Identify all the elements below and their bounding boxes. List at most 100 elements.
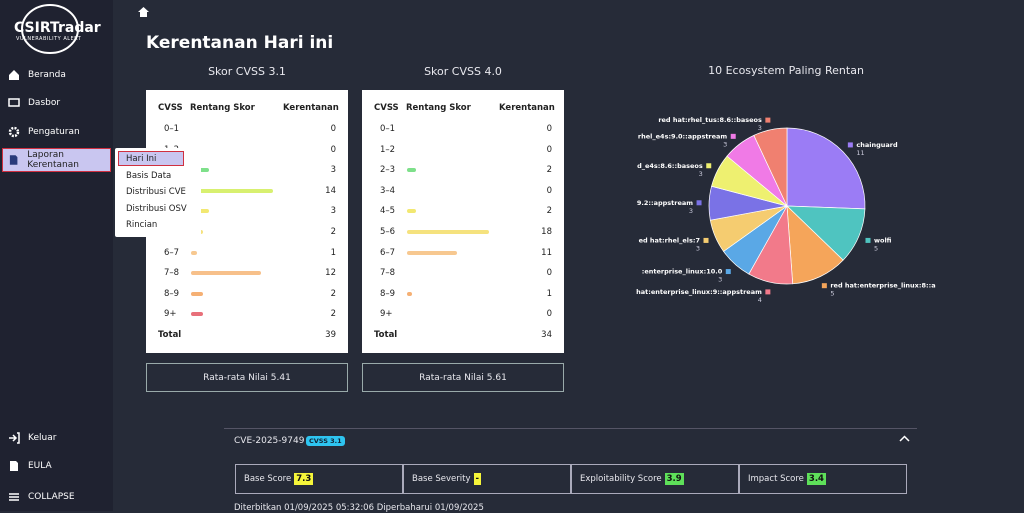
tagline: VULNERABILITY ALERT <box>16 36 82 42</box>
nav-item[interactable]: Laporan Kerentanan <box>8 150 113 170</box>
cvss-range: 5–6 <box>380 227 396 237</box>
slice-label: rhel_e4s:9.0::appstream <box>638 132 728 140</box>
count: 0 <box>546 309 552 320</box>
nav-item[interactable]: COLLAPSE <box>8 489 75 505</box>
cvss-range: 4–5 <box>380 206 396 217</box>
score-box: Impact Score 3.4 <box>739 464 907 494</box>
slice-label: ed hat:rhel_els:7 <box>639 236 700 244</box>
cve-id[interactable]: CVE-2025-9749 <box>234 436 305 446</box>
count: 0 <box>546 144 552 155</box>
score-box: Base Score 7.3 <box>235 464 403 494</box>
submenu-item[interactable]: Distribusi OSV <box>126 203 187 214</box>
cve-footer: Diterbitkan 01/09/2025 05:32:06 Diperbah… <box>234 503 484 513</box>
score-value: 7.3 <box>294 473 314 485</box>
score-value: 3.9 <box>664 473 684 485</box>
cvss-range: 0–1 <box>380 124 396 134</box>
count: 2 <box>330 309 336 320</box>
table-header: CVSS <box>158 103 183 113</box>
nav-label: COLLAPSE <box>28 492 75 502</box>
table-header: Rentang Skor <box>406 103 471 113</box>
slice-value: 3 <box>718 276 722 284</box>
cvss-range: 7–8 <box>164 268 180 279</box>
slice-label: red hat:enterprise_linux:8::a <box>830 282 935 290</box>
count: 2 <box>330 288 336 299</box>
nav-item[interactable]: Pengaturan <box>8 124 80 140</box>
score-box: Exploitability Score 3.9 <box>571 464 739 494</box>
cvss-range: 8–9 <box>380 288 396 299</box>
legend-swatch <box>765 117 771 123</box>
average-button[interactable]: Rata-rata Nilai 5.61 <box>362 363 564 392</box>
table: CVSS Rentang Skor Kerentanan 0–1 0 1–2 0 2–3 2 3–… <box>362 90 564 353</box>
legend-swatch <box>706 163 712 169</box>
nav-item[interactable]: Keluar <box>8 430 56 446</box>
cvss-range: 0–1 <box>164 124 180 134</box>
slice-value: 11 <box>856 149 864 157</box>
home-icon[interactable] <box>138 7 149 17</box>
count: 14 <box>325 185 336 196</box>
total: 34 <box>541 330 552 340</box>
score-label: Impact Score <box>748 474 804 484</box>
slice-value: 3 <box>699 170 703 178</box>
chevron[interactable] <box>899 435 910 443</box>
count: 3 <box>330 206 336 217</box>
bar <box>407 291 412 296</box>
bar <box>191 312 203 317</box>
slice-value: 3 <box>689 207 693 215</box>
slice-label: red hat:rhel_tus:8.6::baseos <box>658 116 762 124</box>
submenu-item[interactable]: Hari Ini <box>126 154 157 164</box>
legend-swatch <box>865 237 871 243</box>
submenu-item[interactable]: Rincian <box>126 220 158 230</box>
cvss-range: 3–4 <box>380 185 396 196</box>
cvss-range: 1–2 <box>380 144 396 155</box>
table-header: Kerentanan <box>283 103 339 113</box>
slice-label: :enterprise_linux:10.0 <box>642 268 723 276</box>
bar <box>407 168 417 173</box>
legend-swatch <box>765 289 771 295</box>
logo: CSIRTradar <box>14 20 101 36</box>
slice-value: 5 <box>874 244 878 252</box>
nav-label: Beranda <box>28 70 66 80</box>
nav-item[interactable]: Dasbor <box>8 95 60 111</box>
legend-swatch <box>703 237 709 243</box>
bar <box>407 230 489 234</box>
count: 0 <box>546 124 552 134</box>
slice-label: chainguard <box>856 141 898 149</box>
count: 2 <box>330 227 336 237</box>
legend-swatch <box>730 133 736 139</box>
count: 2 <box>546 206 552 217</box>
score-label: Base Severity <box>412 474 471 484</box>
score-label: Base Score <box>244 474 292 484</box>
submenu-item[interactable]: Basis Data <box>126 170 172 181</box>
slice-label: wolfi <box>874 236 892 244</box>
table-header: Kerentanan <box>499 103 555 113</box>
score-box: Base Severity - <box>403 464 571 494</box>
slice-value: 3 <box>723 140 727 148</box>
nav-active <box>2 148 111 172</box>
bar <box>407 209 417 214</box>
nav-label: Dasbor <box>28 98 61 108</box>
bar <box>407 250 458 255</box>
nav-item[interactable]: EULA <box>8 458 52 474</box>
cve-badge: CVSS 3.1 <box>306 436 345 446</box>
legend-swatch <box>821 283 827 289</box>
bar <box>191 250 197 255</box>
submenu: Hari Ini Basis Data Distribusi CVE Distribu… <box>115 148 201 237</box>
cvss-range: 6–7 <box>380 247 396 258</box>
count: 1 <box>546 288 552 299</box>
submenu-item[interactable]: Distribusi CVE <box>126 187 186 197</box>
logo-icon <box>21 4 79 54</box>
bar <box>191 188 273 193</box>
slice-label: hat:enterprise_linux:9::appstream <box>636 288 762 296</box>
count: 12 <box>325 268 336 279</box>
bar <box>191 271 262 276</box>
average-button[interactable]: Rata-rata Nilai 5.41 <box>146 363 348 392</box>
slice-value: 3 <box>758 124 762 132</box>
score-value: 3.4 <box>806 473 826 485</box>
nav-item[interactable]: Beranda <box>8 67 66 83</box>
legend-swatch <box>696 200 702 206</box>
legend-swatch <box>847 142 853 148</box>
cvss-range: 6–7 <box>164 247 180 258</box>
cvss-range: 8–9 <box>164 288 180 299</box>
